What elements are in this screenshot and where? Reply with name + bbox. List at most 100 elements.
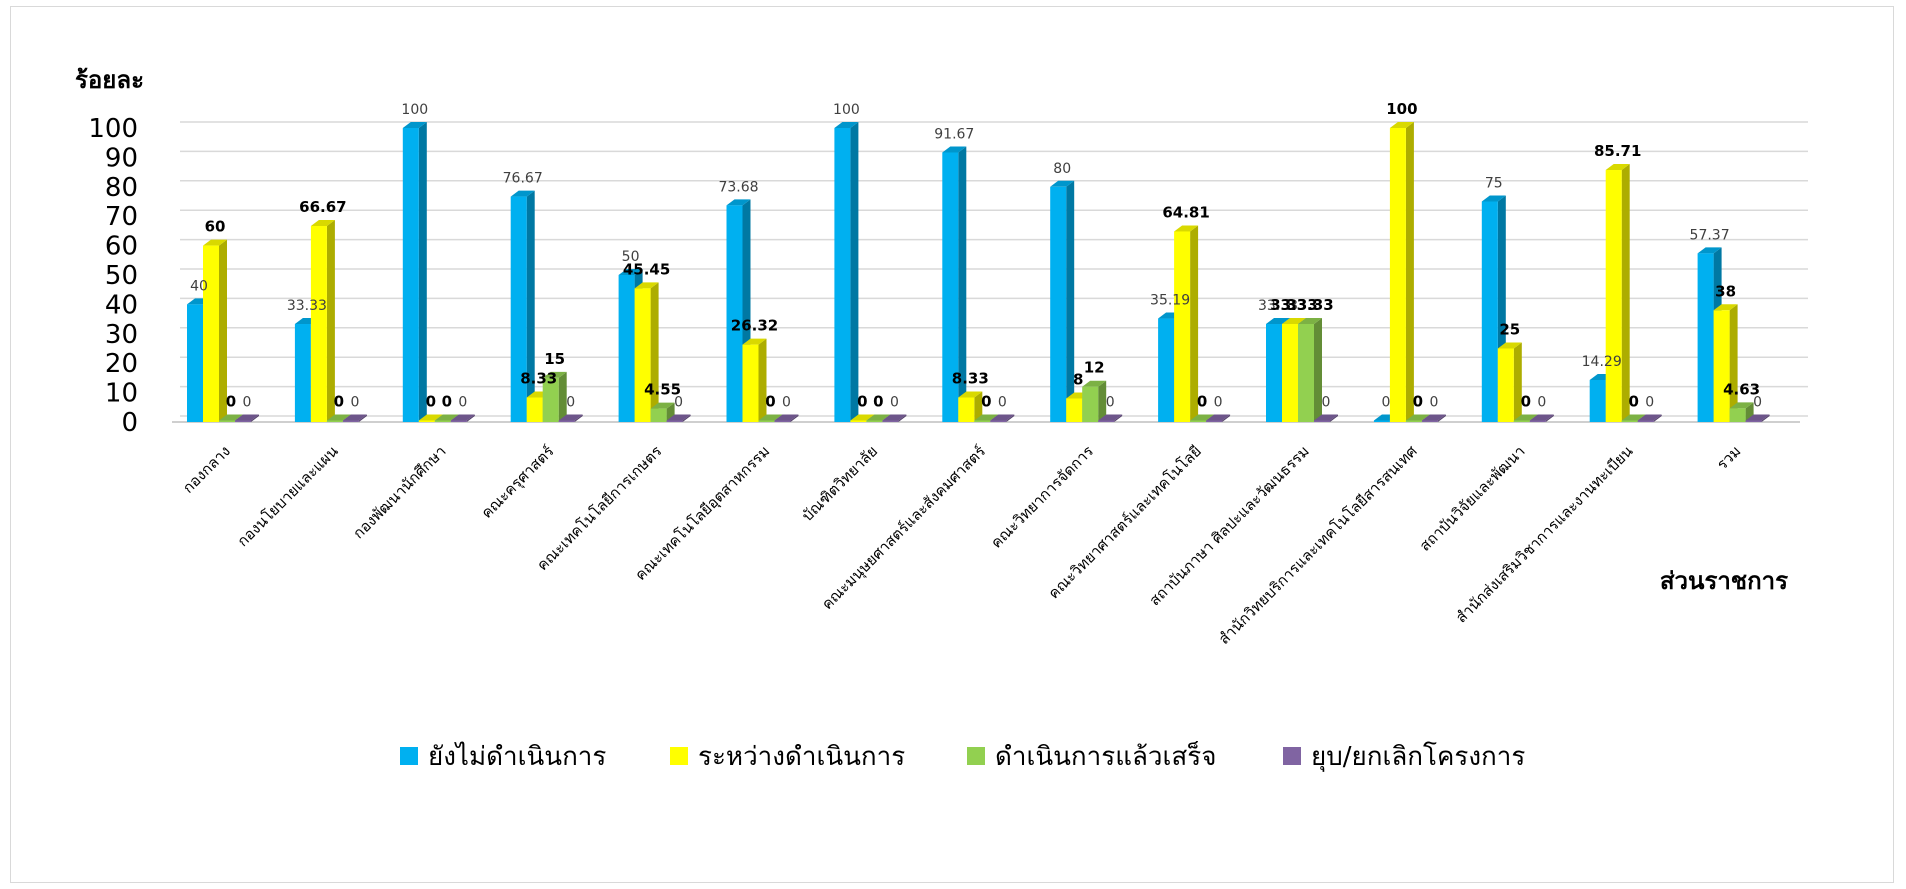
data-label: 0 — [1628, 393, 1638, 411]
data-label: 8.33 — [520, 370, 557, 388]
data-label: 100 — [401, 102, 428, 118]
data-label: 26.32 — [731, 317, 778, 335]
data-label: 100 — [833, 102, 860, 118]
category-label: รวม — [1713, 442, 1744, 473]
data-label: 75 — [1485, 176, 1503, 192]
bar — [1421, 414, 1446, 422]
category-label: คณะวิทยาการจัดการ — [987, 442, 1097, 552]
data-label: 0 — [226, 393, 236, 411]
data-label: 25 — [1499, 321, 1520, 339]
bar — [1745, 414, 1770, 422]
data-label: 0 — [1197, 393, 1207, 411]
category-label: คณะเทคโนโลยีการเกษตร — [533, 442, 665, 574]
bars — [187, 122, 1770, 422]
bar — [1605, 164, 1630, 422]
data-label: 0 — [350, 395, 359, 411]
data-label: 4.63 — [1723, 380, 1760, 398]
data-label: 0 — [1322, 395, 1331, 411]
bar — [1713, 304, 1738, 422]
y-axis-title: ร้อยละ — [75, 66, 144, 94]
bar — [402, 122, 427, 422]
legend-label: ยังไม่ดำเนินการ — [428, 741, 606, 772]
data-label: 85.71 — [1594, 142, 1641, 160]
data-label: 4.55 — [644, 381, 681, 399]
y-tick-label: 30 — [105, 320, 138, 350]
y-tick-label: 0 — [121, 408, 138, 438]
data-label: 0 — [426, 393, 436, 411]
data-label: 38 — [1715, 282, 1736, 300]
data-label: 91.67 — [934, 126, 974, 142]
category-label: กองกลาง — [179, 442, 234, 497]
data-label: 15 — [544, 350, 565, 368]
category-label: กองนโยบายและแผน — [234, 442, 342, 550]
legend-item: ยังไม่ดำเนินการ — [400, 741, 606, 772]
data-label: 60 — [205, 218, 226, 236]
data-label: 0 — [1106, 395, 1115, 411]
data-label: 0 — [1214, 395, 1223, 411]
y-tick-label: 10 — [105, 379, 138, 409]
bar — [510, 190, 535, 422]
legend-swatch — [967, 747, 985, 765]
category-label: สำนักส่งเสริมวิชาการและงานทะเบียน — [1452, 442, 1636, 626]
x-axis-title: ส่วนราชการ — [1660, 567, 1788, 595]
data-label: 0 — [1645, 395, 1654, 411]
data-label: 76.67 — [503, 171, 543, 187]
bar — [1729, 402, 1754, 422]
data-label: 57.37 — [1690, 227, 1730, 243]
bar — [958, 391, 983, 422]
data-label: 0 — [782, 395, 791, 411]
y-tick-label: 90 — [105, 143, 138, 173]
bar — [1206, 414, 1231, 422]
bar — [742, 338, 767, 422]
y-tick-label: 60 — [105, 232, 138, 262]
bar — [942, 146, 967, 422]
data-label: 33.33 — [1270, 296, 1317, 314]
data-label: 0 — [998, 395, 1007, 411]
data-label: 33.33 — [1286, 296, 1333, 314]
bar — [558, 414, 583, 422]
category-label: บัณฑิตวิทยาลัย — [798, 442, 881, 525]
category-label: สถาบันวิจัยและพัฒนา — [1416, 442, 1529, 555]
bar — [634, 282, 659, 422]
y-tick-label: 40 — [105, 290, 138, 320]
bar — [990, 414, 1015, 422]
data-label: 0 — [1381, 395, 1390, 411]
data-label: 0 — [1753, 395, 1762, 411]
data-label: 14.29 — [1582, 354, 1622, 370]
y-tick-label: 70 — [105, 202, 138, 232]
bar — [1050, 180, 1075, 422]
legend-item: ระหว่างดำเนินการ — [670, 742, 905, 772]
bar — [1314, 414, 1338, 422]
legend-item: ยุบ/ยกเลิกโครงการ — [1283, 741, 1525, 772]
x-axis-categories: กองกลาง กองนโยบายและแผน กองพัฒนานักศึกษา คณ… — [179, 442, 1744, 648]
data-label: 0 — [1537, 395, 1546, 411]
data-label: 0 — [458, 395, 467, 411]
bar — [342, 414, 367, 422]
data-label: 0 — [981, 393, 991, 411]
bar — [1298, 318, 1322, 422]
bar — [542, 371, 567, 422]
bar — [310, 219, 335, 422]
data-label: 0 — [890, 395, 899, 411]
data-label: 12 — [1084, 359, 1105, 377]
bar — [235, 414, 259, 422]
bar — [882, 414, 907, 422]
bar — [666, 414, 691, 422]
data-label: 0 — [1521, 393, 1531, 411]
bar — [203, 239, 227, 422]
data-label: 8.33 — [952, 370, 989, 388]
data-label: 40 — [190, 278, 208, 294]
data-label: 0 — [566, 395, 575, 411]
data-label: 33.33 — [287, 298, 327, 314]
data-label: 64.81 — [1162, 203, 1209, 221]
bar — [1637, 414, 1662, 422]
data-label: 73.68 — [718, 179, 758, 195]
chart-frame — [10, 6, 1894, 883]
data-label: 0 — [334, 393, 344, 411]
data-label: 66.67 — [299, 198, 346, 216]
data-label: 35.19 — [1150, 293, 1190, 309]
bar — [1098, 414, 1123, 422]
